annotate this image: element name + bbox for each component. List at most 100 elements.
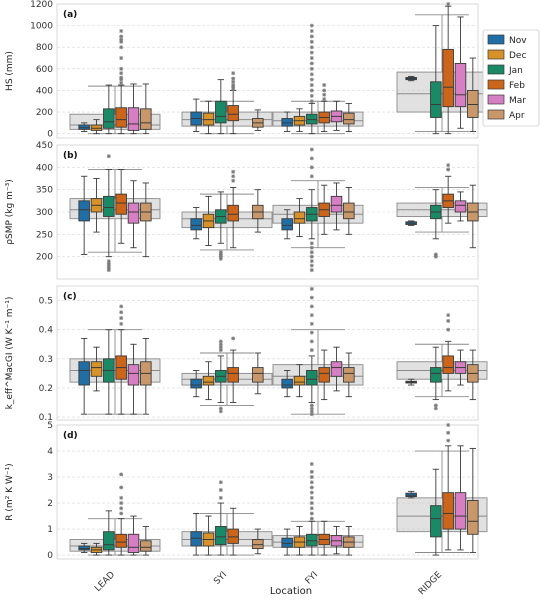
box-iqr bbox=[330, 195, 343, 213]
box-iqr bbox=[227, 105, 239, 122]
box-FYI-Apr bbox=[343, 526, 355, 556]
outlier-point bbox=[446, 313, 451, 318]
outlier-point bbox=[309, 77, 314, 82]
box-LEAD-Feb bbox=[115, 169, 127, 244]
box-iqr bbox=[442, 48, 454, 108]
outlier-point bbox=[106, 265, 111, 270]
box-SYI-Apr bbox=[252, 109, 264, 131]
box-iqr bbox=[90, 124, 103, 131]
outlier-point bbox=[309, 480, 314, 485]
box-RIDGE-Jan bbox=[430, 25, 442, 135]
box-iqr bbox=[103, 108, 115, 129]
outlier-point bbox=[309, 348, 314, 353]
box-iqr bbox=[467, 500, 479, 535]
outlier-point bbox=[231, 336, 236, 341]
box-RIDGE-Jan bbox=[430, 468, 442, 556]
outlier-point bbox=[309, 165, 314, 170]
outlier-point bbox=[309, 304, 314, 309]
outlier-point bbox=[433, 403, 438, 408]
box-iqr bbox=[202, 112, 215, 126]
box-iqr bbox=[127, 107, 140, 131]
box-FYI-Jan bbox=[306, 147, 318, 273]
outlier-point bbox=[309, 45, 314, 50]
box-FYI-Nov bbox=[281, 370, 293, 398]
outlier-point bbox=[309, 50, 314, 55]
box-iqr bbox=[293, 211, 306, 224]
y-tick-label: 5 bbox=[47, 421, 53, 431]
outlier-point bbox=[119, 77, 124, 82]
outlier-point bbox=[218, 252, 223, 257]
box-iqr bbox=[343, 112, 355, 125]
y-tick-label: 800 bbox=[36, 43, 53, 53]
outlier-point bbox=[309, 501, 314, 506]
outlier-point bbox=[309, 313, 314, 318]
outlier-point bbox=[119, 45, 124, 50]
box-FYI-Feb bbox=[318, 184, 330, 235]
outlier-point bbox=[309, 29, 314, 34]
box-iqr bbox=[430, 367, 442, 383]
y-axis-label: ρSMP (kg m⁻³) bbox=[5, 179, 15, 244]
box-iqr bbox=[454, 492, 467, 530]
box-SYI-Jan bbox=[215, 79, 227, 135]
outlier-point bbox=[119, 506, 124, 511]
outlier-point bbox=[309, 39, 314, 44]
box-FYI-Jan bbox=[306, 286, 318, 417]
y-tick-label: 400 bbox=[36, 86, 53, 96]
box-RIDGE-Apr bbox=[467, 57, 479, 132]
box-iqr bbox=[281, 118, 293, 127]
outlier-point bbox=[309, 88, 314, 93]
box-iqr bbox=[140, 108, 152, 130]
y-tick-label: 2 bbox=[47, 499, 53, 509]
outlier-point bbox=[218, 254, 223, 259]
outlier-point bbox=[309, 475, 314, 480]
box-iqr bbox=[227, 204, 239, 222]
outlier-point bbox=[322, 97, 327, 102]
box-iqr bbox=[442, 355, 454, 374]
outlier-point bbox=[309, 250, 314, 255]
box-LEAD-Jan bbox=[103, 154, 115, 273]
y-tick-label: 1000 bbox=[30, 22, 53, 32]
box-iqr bbox=[202, 375, 215, 386]
y-tick-label: 1200 bbox=[30, 0, 53, 10]
box-SYI-Nov bbox=[190, 207, 202, 240]
outlier-point bbox=[309, 469, 314, 474]
legend-label-Feb: Feb bbox=[509, 81, 525, 91]
box-iqr bbox=[190, 378, 202, 389]
box-FYI-Apr bbox=[343, 352, 355, 398]
box-RIDGE-Apr bbox=[467, 349, 479, 401]
y-axis-label: HS (mm) bbox=[5, 51, 15, 91]
box-RIDGE-Feb bbox=[442, 313, 454, 392]
box-SYI-Apr bbox=[252, 189, 264, 233]
outlier-point bbox=[446, 438, 451, 443]
x-tick-label: RIDGE bbox=[417, 570, 444, 597]
box-SYI-Feb bbox=[227, 507, 239, 556]
y-tick-label: 250 bbox=[36, 230, 53, 240]
box-RIDGE-Apr bbox=[467, 184, 479, 249]
outlier-point bbox=[309, 495, 314, 500]
box-iqr bbox=[454, 62, 467, 108]
box-iqr bbox=[103, 531, 115, 551]
y-tick-label: 0.4 bbox=[39, 326, 54, 336]
x-axis: Location LEAD SYI FYI RIDGE bbox=[93, 570, 444, 597]
outlier-point bbox=[309, 156, 314, 161]
outlier-point bbox=[119, 485, 124, 490]
y-tick-label: 0.5 bbox=[39, 297, 53, 307]
y-axis-label: R (m² K W⁻¹) bbox=[5, 463, 15, 520]
panel-label: (a) bbox=[63, 10, 77, 20]
box-RIDGE-Nov bbox=[405, 378, 417, 386]
y-tick-label: 0.2 bbox=[39, 384, 53, 394]
legend-swatch-Nov bbox=[487, 34, 505, 45]
outlier-point bbox=[309, 34, 314, 39]
outlier-point bbox=[218, 488, 223, 493]
box-iqr bbox=[281, 218, 293, 231]
box-iqr bbox=[190, 218, 202, 231]
box-FYI-Feb bbox=[318, 83, 330, 132]
box-FYI-Mar bbox=[330, 100, 343, 131]
box-iqr bbox=[227, 528, 239, 544]
outlier-point bbox=[322, 88, 327, 93]
box-iqr bbox=[190, 531, 202, 547]
legend-swatch-Jan bbox=[487, 64, 505, 75]
box-LEAD-Apr bbox=[140, 83, 152, 135]
y-tick-label: 200 bbox=[36, 108, 53, 118]
